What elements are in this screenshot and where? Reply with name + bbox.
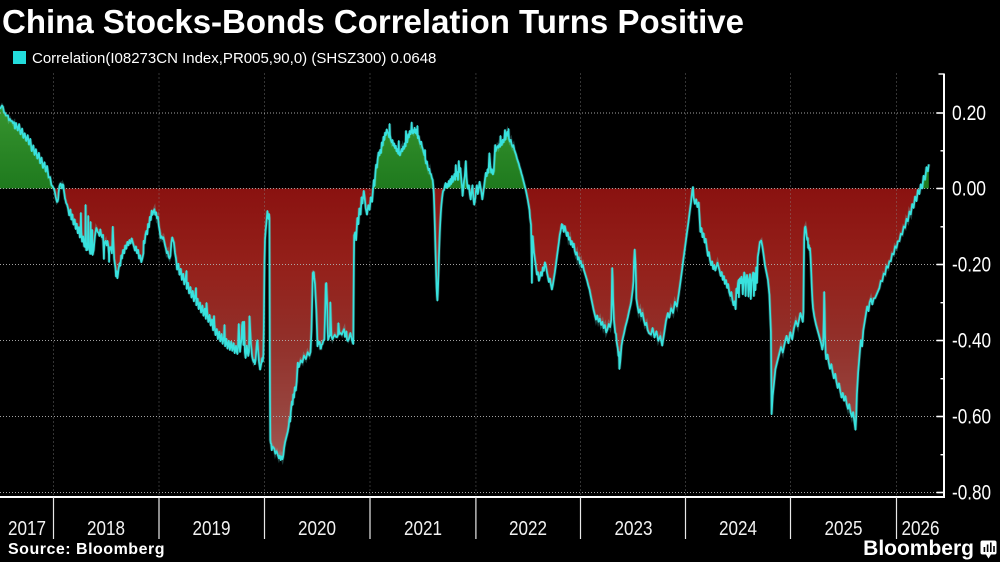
svg-text:2021: 2021: [404, 518, 442, 540]
svg-text:-0.20: -0.20: [952, 254, 991, 277]
svg-text:-0.40: -0.40: [952, 330, 991, 353]
svg-text:2022: 2022: [509, 518, 547, 540]
svg-text:-0.80: -0.80: [952, 482, 991, 505]
svg-text:2018: 2018: [87, 518, 125, 540]
svg-text:2026: 2026: [902, 518, 940, 540]
svg-text:0.20: 0.20: [952, 102, 986, 125]
svg-text:2017: 2017: [8, 518, 46, 540]
svg-text:2019: 2019: [193, 518, 231, 540]
svg-text:2024: 2024: [719, 518, 757, 540]
svg-text:-0.60: -0.60: [952, 406, 991, 429]
svg-text:2023: 2023: [615, 518, 653, 540]
svg-text:2020: 2020: [298, 518, 336, 540]
svg-text:0.00: 0.00: [952, 178, 986, 201]
svg-text:2025: 2025: [825, 518, 863, 540]
